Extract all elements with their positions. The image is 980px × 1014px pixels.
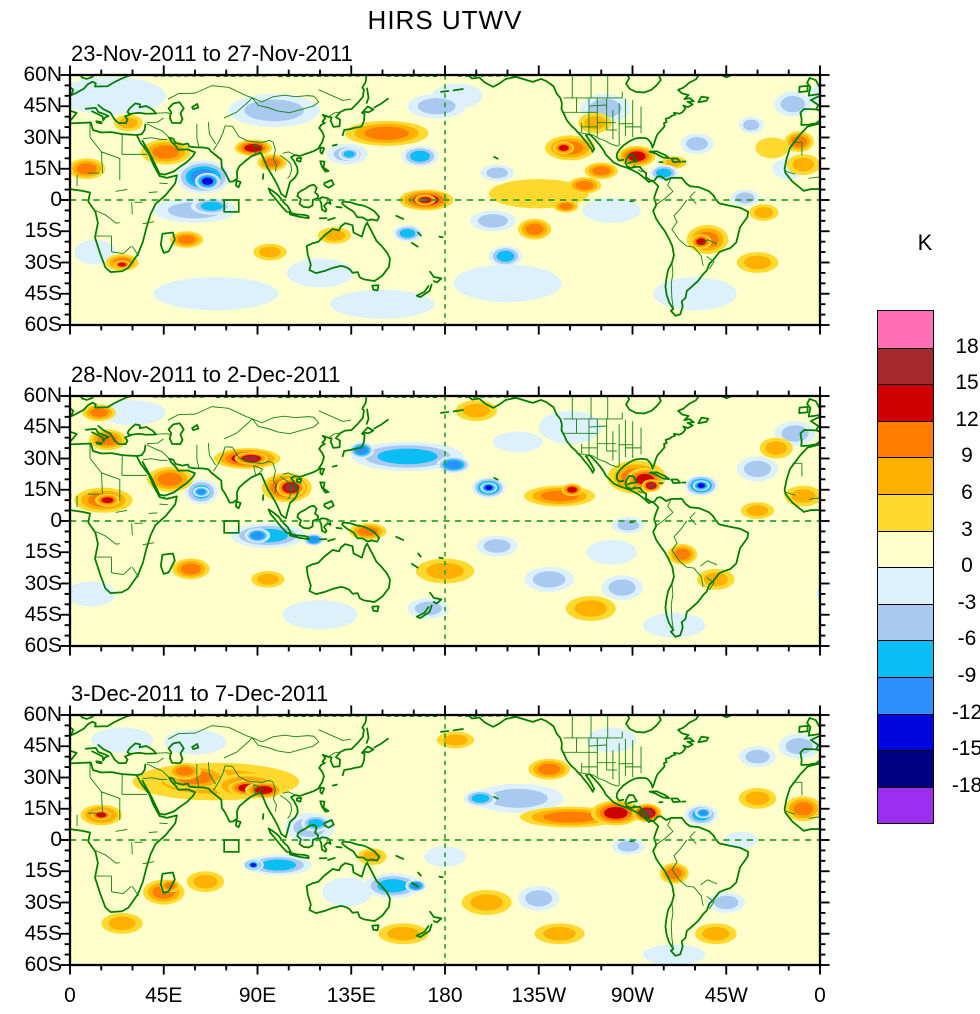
colorbar-tick-label: 6 — [961, 481, 973, 504]
colorbar-cell — [878, 347, 933, 385]
lat-tick-label: 45S — [24, 281, 62, 305]
lat-tick-label: 60N — [23, 384, 62, 407]
region-box — [223, 199, 240, 213]
axis-ticks — [60, 386, 830, 656]
colorbar-tick-label: 0 — [961, 554, 973, 578]
colorbar-tick-label: -15 — [951, 737, 980, 761]
lon-tick-label: 135E — [326, 984, 376, 1007]
lat-tick-label: 30N — [23, 125, 62, 149]
colorbar-tick-label: 15 — [955, 371, 979, 395]
colorbar-tick-label: -18 — [951, 773, 980, 797]
colorbar-unit-label: K — [917, 230, 933, 255]
lat-tick-label: 45N — [23, 94, 62, 118]
lat-tick-label: 30S — [24, 250, 62, 274]
panel-1-title: 23-Nov-2011 to 27-Nov-2011 — [71, 41, 353, 66]
colorbar-tick-label: 3 — [961, 517, 973, 541]
lon-tick-label: 90E — [238, 984, 277, 1007]
lat-tick-label: 15S — [24, 219, 62, 243]
lat-tick-label: 45S — [24, 921, 62, 945]
colorbar-cell — [878, 384, 933, 421]
lat-tick-label: 60N — [23, 703, 62, 726]
coastlines — [70, 396, 750, 638]
colorbar-cell — [878, 676, 933, 714]
colorbar-cell — [878, 567, 933, 604]
panel-2-title: 28-Nov-2011 to 2-Dec-2011 — [71, 362, 341, 387]
map-panel-3 — [60, 705, 830, 975]
colorbar-cell — [878, 493, 933, 531]
lat-tick-label: 60S — [24, 634, 62, 657]
lat-tick-label: 15N — [23, 796, 62, 820]
colorbar-cell — [878, 640, 933, 677]
colorbar-tick-label: -9 — [957, 664, 977, 687]
lon-tick-label: 0 — [64, 984, 76, 1007]
axis-ticks — [60, 65, 830, 335]
lon-tick-label: 45E — [145, 984, 183, 1007]
lon-tick-label: 90W — [610, 984, 655, 1007]
colorbar-cell — [878, 786, 933, 824]
lon-tick-label: 45W — [704, 984, 748, 1007]
lat-tick-label: 0 — [50, 188, 62, 211]
lat-tick-label: 30N — [23, 446, 62, 470]
colorbar-cell — [878, 530, 933, 568]
lat-tick-label: 30S — [24, 571, 62, 595]
lat-tick-label: 45N — [23, 734, 62, 758]
colorbar-cell — [878, 603, 933, 641]
lat-tick-label: 30N — [23, 765, 62, 789]
lat-tick-label: 45S — [24, 602, 62, 626]
panel-3-title: 3-Dec-2011 to 7-Dec-2011 — [71, 681, 329, 706]
lon-tick-label: 135W — [511, 984, 567, 1007]
colorbar — [877, 310, 934, 825]
colorbar-cell — [878, 420, 933, 458]
lat-tick-label: 30S — [24, 890, 62, 914]
lat-tick-label: 15S — [24, 540, 62, 564]
lon-tick-label: 180 — [427, 984, 463, 1007]
lat-tick-label: 15N — [23, 156, 62, 180]
colorbar-tick-label: -12 — [951, 700, 980, 724]
colorbar-cell — [878, 750, 933, 787]
map-panel-1 — [60, 65, 830, 335]
region-box — [223, 839, 240, 853]
coastlines — [783, 717, 820, 832]
map-panel-2 — [60, 386, 830, 656]
colorbar-tick-label: -6 — [957, 627, 977, 651]
lat-tick-label: 0 — [50, 828, 62, 851]
lat-tick-label: 15S — [24, 859, 62, 883]
colorbar-tick-label: 18 — [955, 334, 979, 358]
colorbar-cell — [878, 457, 933, 494]
figure-title: HIRS UTWV — [367, 5, 523, 35]
lat-tick-label: 60S — [24, 953, 62, 976]
region-box — [223, 520, 240, 534]
colorbar-cell — [878, 311, 933, 348]
lat-tick-label: 15N — [23, 477, 62, 501]
coastlines — [70, 715, 750, 957]
lat-tick-label: 0 — [50, 509, 62, 532]
colorbar-tick-label: -3 — [957, 590, 977, 614]
colorbar-cell — [878, 713, 933, 751]
lat-tick-label: 60S — [24, 313, 62, 336]
colorbar-tick-label: 12 — [955, 407, 979, 431]
lat-tick-label: 45N — [23, 415, 62, 439]
colorbar-tick-label: 9 — [961, 444, 973, 468]
coastlines — [783, 398, 820, 513]
lon-tick-label: 0 — [814, 984, 826, 1007]
coastlines — [783, 77, 820, 192]
lat-tick-label: 60N — [23, 63, 62, 86]
axis-ticks — [60, 705, 830, 975]
